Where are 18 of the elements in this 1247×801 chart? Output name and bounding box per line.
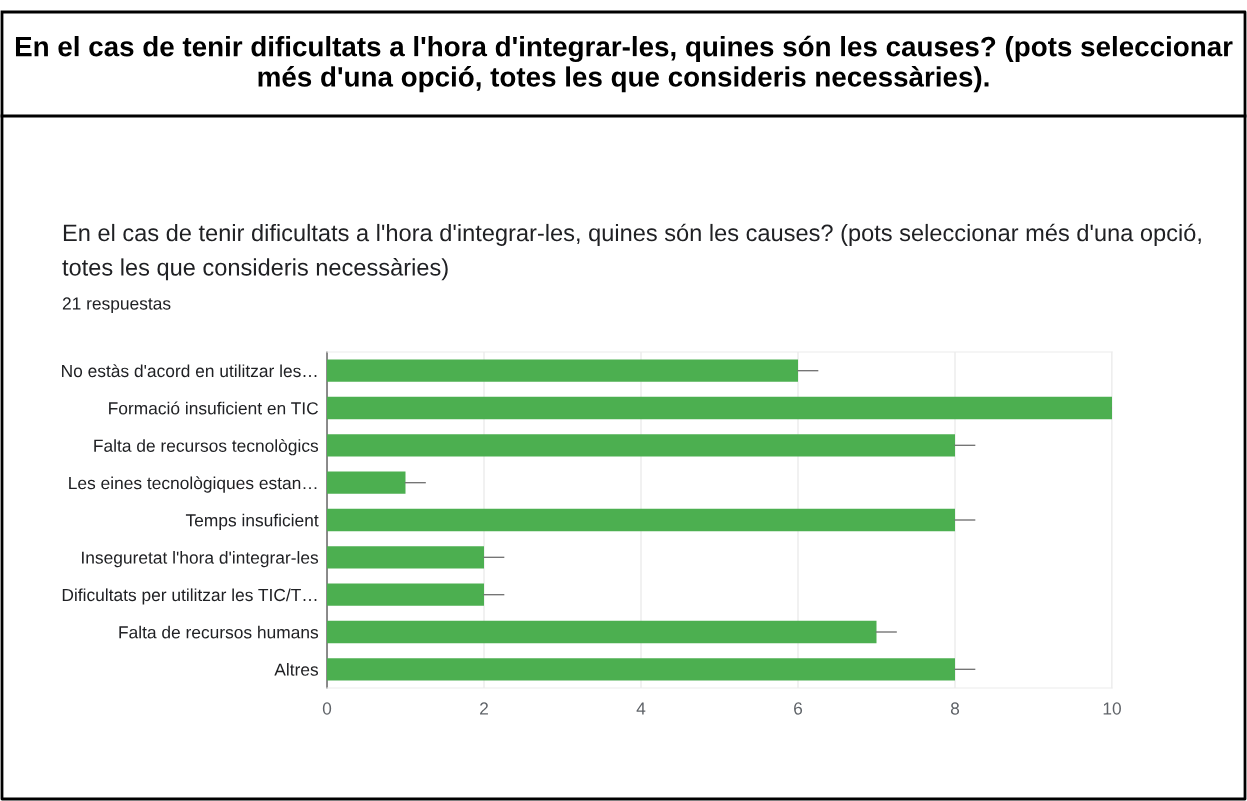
y-tick-label: Altres [274,663,319,676]
x-tick-label: 8 [950,702,960,715]
chart-title: En el cas de tenir dificultats a l'hora d'integrar-les, quines són les causes? (pots seleccionar més d'una opció, totes les que consideris necessàries). [15,35,1233,93]
y-tick-label: Les eines tecnològiques estan… [69,476,317,493]
x-tick-label: 10 [1103,702,1121,715]
y-tick-label: Dificultats per utilitzar les TIC/T… [62,588,317,605]
x-tick-label: 4 [636,702,646,715]
y-tick-label: Falta de recursos tecnològics [94,438,319,456]
y-tick-label: Inseguretat l'hora d'integrar-les [82,551,319,568]
y-tick-label: Formació insuficient en TIC [109,401,319,415]
x-tick-label: 6 [794,702,803,715]
x-tick-label: 0 [322,702,332,715]
y-tick-label: Falta de recursos humans [119,625,319,639]
x-tick-label: 2 [480,702,488,715]
y-tick-label: Temps insuficient [185,513,319,530]
y-tick-label: No estàs d'acord en utilitzar les… [62,364,317,378]
chart-subtitle: En el cas de tenir dificultats a l'hora d'integrar-les, quines són les causes? (pots seleccionar més d'una opció, totes les que consideris necessàries) [62,223,1201,281]
text: 21 respuestas [62,297,171,314]
